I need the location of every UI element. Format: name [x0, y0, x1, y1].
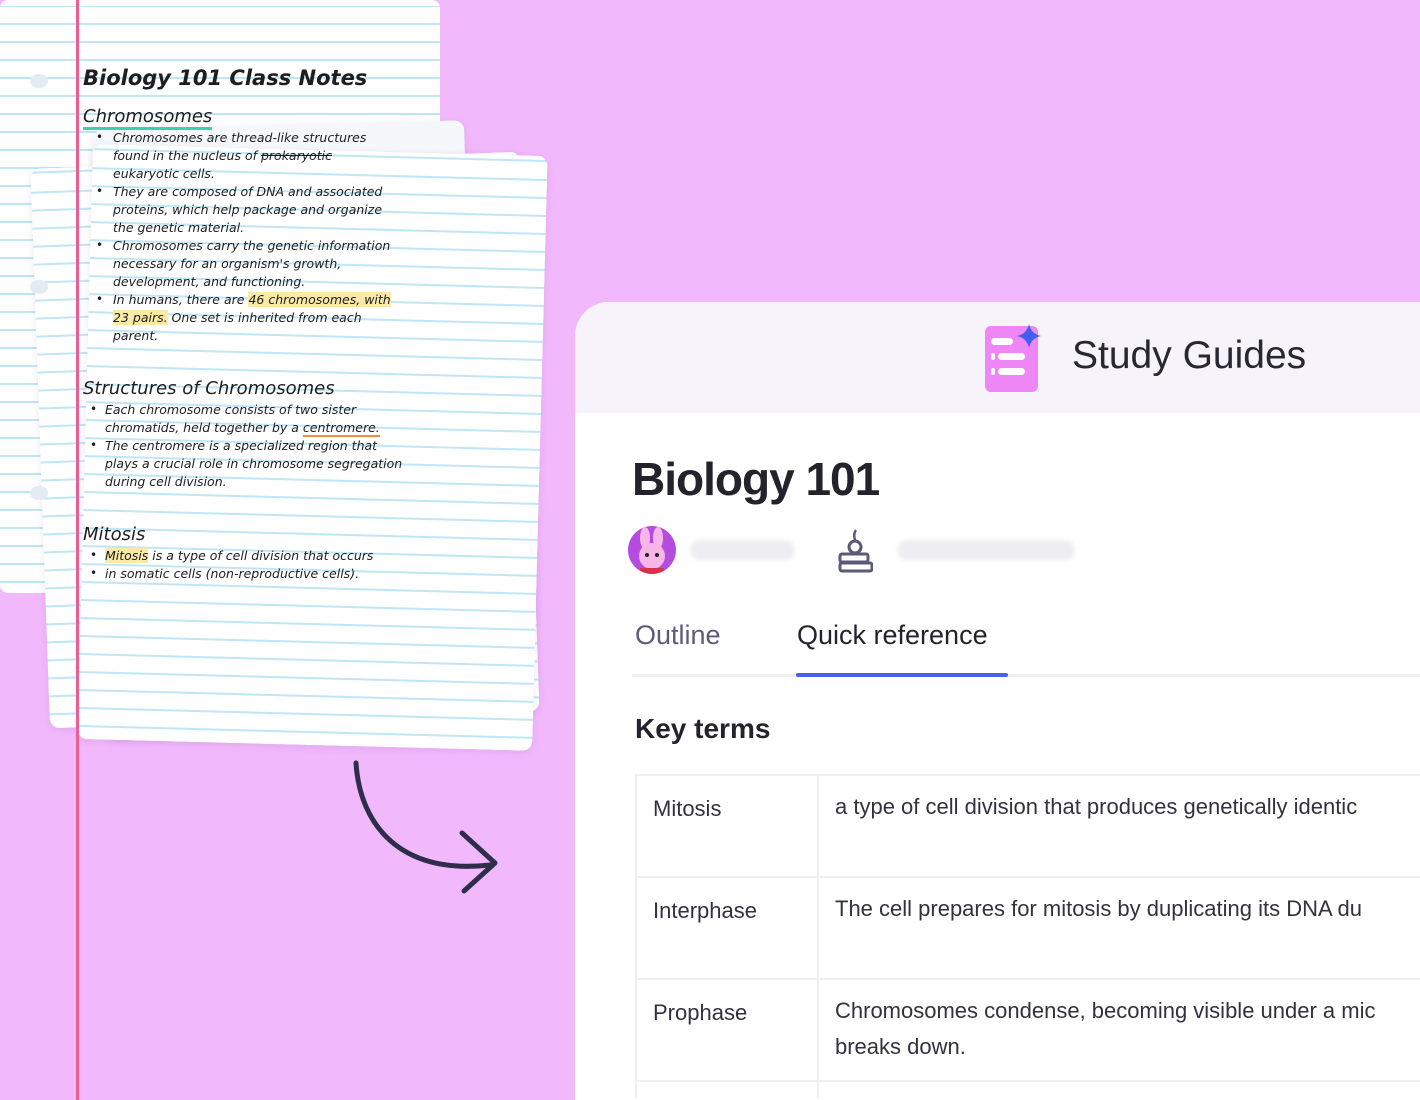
notes-text: Chromosomes carry the genetic informatio…: [113, 238, 391, 253]
bullet: •: [90, 566, 98, 580]
bullet: •: [90, 438, 98, 452]
notes-line: found in the nucleus of prokaryotic: [113, 148, 332, 163]
notes-text: is a type of cell division that occurs: [148, 548, 374, 563]
notes-line: development, and functioning.: [113, 274, 305, 289]
margin-line: [76, 0, 79, 1100]
table-row: Mitosis a type of cell division that pro…: [637, 776, 1420, 878]
table-row: Interphase The cell prepares for mitosis…: [637, 878, 1420, 980]
punch-hole: [30, 486, 48, 500]
notes-heading: Structures of Chromosomes: [83, 378, 335, 399]
notes-line: chromatids, held together by a centromer…: [105, 420, 380, 437]
app-title: Study Guides: [1072, 334, 1307, 377]
bullet: •: [96, 292, 104, 306]
bullet: •: [96, 184, 104, 198]
curved-arrow-icon: [353, 760, 498, 894]
notes-text: found in the nucleus of: [113, 148, 261, 163]
notes-text: necessary for an organism's growth,: [113, 256, 342, 271]
tab-divider: [632, 674, 1420, 677]
avatar[interactable]: [628, 526, 676, 574]
subject-blurred: [897, 540, 1075, 560]
notes-heading: Chromosomes: [83, 106, 213, 130]
bullet: •: [90, 548, 98, 562]
term-cell: Interphase: [637, 878, 819, 978]
notes-line: Chromosomes carry the genetic informatio…: [113, 238, 390, 253]
definition-line: breaks down.: [835, 1034, 966, 1059]
page-title: Biology 101: [632, 453, 880, 505]
notes-line: Each chromosome consists of two sister: [105, 402, 356, 417]
table-row: [637, 1082, 1420, 1098]
notes-text: plays a crucial role in chromosome segre…: [105, 456, 403, 471]
notes-text: centromere.: [302, 420, 380, 437]
notes-text: Mitosis: [105, 548, 149, 563]
books-apple-icon: [838, 529, 873, 573]
notes-line: parent.: [113, 328, 158, 343]
table-row: Prophase Chromosomes condense, becoming …: [637, 980, 1420, 1082]
bunny-avatar-icon: [639, 527, 665, 574]
bullet: •: [96, 238, 104, 252]
bullet: •: [90, 402, 98, 416]
notes-line: in somatic cells (non-reproductive cells…: [105, 566, 359, 581]
notes-text: Chromosomes are thread-like structures: [113, 130, 367, 145]
tab-outline[interactable]: Outline: [635, 620, 721, 650]
notes-line: plays a crucial role in chromosome segre…: [105, 456, 402, 471]
punch-hole: [30, 74, 48, 88]
tab-quick-reference[interactable]: Quick reference: [797, 620, 988, 650]
notes-text: They are composed of DNA and associated: [113, 184, 383, 199]
study-guide-sparkle-icon: [985, 324, 1041, 392]
punch-hole: [30, 280, 48, 294]
notes-line: during cell division.: [105, 474, 227, 489]
notes-text: eukaryotic cells.: [113, 166, 215, 181]
notes-text: in somatic cells (non-reproductive cells…: [105, 566, 360, 581]
notes-text: development, and functioning.: [113, 274, 306, 289]
definition-cell: a type of cell division that produces ge…: [835, 794, 1358, 819]
notes-line: proteins, which help package and organiz…: [113, 202, 382, 217]
definition-line: Chromosomes condense, becoming visible u…: [835, 998, 1376, 1023]
notes-line: 23 pairs. One set is inherited from each: [113, 310, 362, 325]
bullet: •: [96, 130, 104, 144]
notes-text: chromatids, held together by a: [105, 420, 303, 435]
notes-title: Biology 101 Class Notes: [83, 66, 368, 90]
key-terms-table: Mitosis a type of cell division that pro…: [635, 774, 1420, 1098]
notes-text: prokaryotic: [260, 148, 333, 163]
notes-text: In humans, there are: [113, 292, 249, 307]
notes-line: The centromere is a specialized region t…: [105, 438, 377, 453]
notes-line: In humans, there are 46 chromosomes, wit…: [113, 292, 391, 307]
definition-cell: Chromosomes condense, becoming visible u…: [819, 980, 1420, 1080]
notes-text: the genetic material.: [113, 220, 245, 235]
term-cell: Prophase: [637, 980, 819, 1080]
study-guide-panel: Study Guides Biology 101 Outline Quick r…: [575, 302, 1420, 1100]
section-title: Key terms: [635, 713, 771, 744]
notes-text: parent.: [113, 328, 159, 343]
notes-line: necessary for an organism's growth,: [113, 256, 341, 271]
notes-line: They are composed of DNA and associated: [113, 184, 382, 199]
notes-text: Each chromosome consists of two sister: [105, 402, 357, 417]
notes-line: the genetic material.: [113, 220, 244, 235]
notes-text: proteins, which help package and organiz…: [113, 202, 383, 217]
notes-text: 46 chromosomes, with: [248, 292, 391, 307]
app-header: Study Guides: [575, 302, 1420, 413]
term-cell: [637, 1082, 819, 1098]
class-notes-sheet: Biology 101 Class Notes Chromosomes Chromo…: [0, 0, 440, 1100]
notes-text: during cell division.: [105, 474, 227, 489]
notes-text: 23 pairs.: [113, 310, 168, 325]
definition-cell: The cell prepares for mitosis by duplica…: [835, 896, 1363, 921]
term-cell: Mitosis: [637, 776, 819, 876]
notes-text: One set is inherited from each: [167, 310, 362, 325]
notes-line: Chromosomes are thread-like structures: [113, 130, 366, 145]
active-tab-indicator: [796, 673, 1008, 677]
notes-line: Mitosis is a type of cell division that …: [105, 548, 373, 563]
notes-line: eukaryotic cells.: [113, 166, 215, 181]
notes-text: The centromere is a specialized region t…: [105, 438, 378, 453]
author-name-blurred: [690, 540, 795, 560]
notes-heading: Mitosis: [83, 524, 146, 545]
definition-cell: [819, 1082, 1420, 1098]
